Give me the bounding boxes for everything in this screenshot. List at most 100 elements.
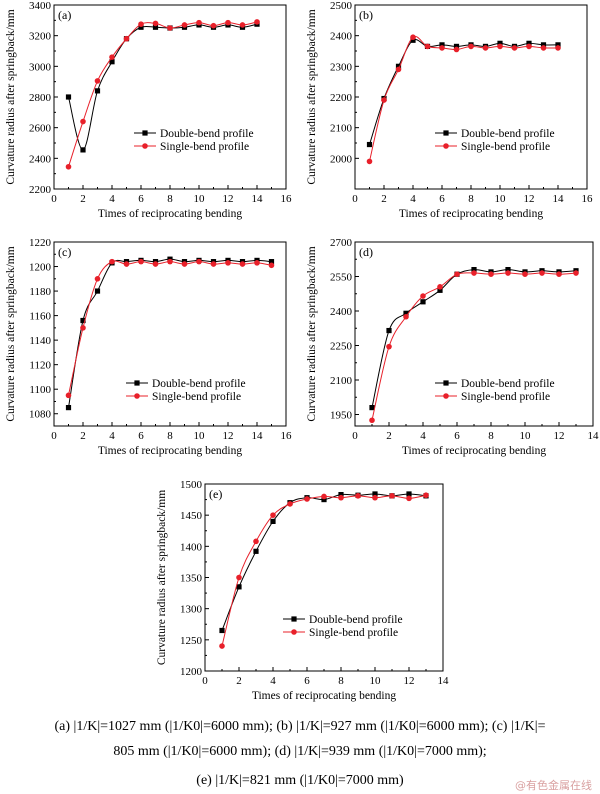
- data-point-single-bend: [505, 270, 511, 276]
- x-tick-label: 0: [51, 430, 57, 442]
- legend-marker-square: [443, 130, 449, 136]
- legend-label: Double-bend profile: [152, 378, 246, 390]
- x-tick-label: 4: [410, 193, 416, 205]
- x-tick-label: 6: [138, 193, 144, 205]
- y-axis-label: Curvature radius after springback/mm: [5, 9, 17, 184]
- y-tick-label: 3000: [29, 61, 52, 73]
- data-point-double-bend: [65, 405, 72, 411]
- x-tick-label: 6: [439, 193, 445, 205]
- data-point-single-bend: [321, 493, 327, 500]
- data-point-single-bend: [253, 538, 259, 545]
- x-tick-label: 6: [454, 430, 460, 442]
- y-tick-label: 1250: [180, 635, 203, 647]
- x-axis-label: Times of reciprocating bending: [252, 690, 397, 702]
- data-point-double-bend: [540, 42, 547, 48]
- data-point-single-bend: [381, 97, 387, 103]
- data-point-double-bend: [439, 42, 445, 48]
- legend-marker-square: [134, 380, 140, 386]
- series-line-double-bend: [221, 493, 427, 631]
- panel-label: (a): [58, 8, 71, 22]
- data-point-single-bend: [254, 260, 260, 266]
- data-point-double-bend: [505, 267, 511, 273]
- data-point-single-bend: [94, 276, 101, 282]
- plot-frame: [354, 4, 588, 190]
- y-tick-label: 2400: [29, 153, 52, 165]
- data-point-single-bend: [210, 22, 217, 29]
- data-point-double-bend: [94, 288, 101, 294]
- x-tick-label: 6: [304, 675, 310, 687]
- x-tick-label: 10: [194, 193, 206, 205]
- data-point-single-bend: [181, 22, 188, 28]
- y-axis-label: Curvature radius after springback/mm: [306, 9, 318, 184]
- x-tick-label: 2: [381, 193, 387, 205]
- data-point-single-bend: [369, 417, 375, 424]
- data-point-double-bend: [403, 310, 409, 316]
- x-tick-label: 10: [194, 430, 206, 442]
- data-point-double-bend: [526, 40, 532, 46]
- x-tick-label: 14: [252, 430, 264, 442]
- data-point-single-bend: [355, 493, 361, 499]
- data-point-single-bend: [406, 495, 412, 502]
- legend-marker-circle: [443, 393, 449, 399]
- caption-line-3: (e) |1/K|=821 mm (|1/K0|=7000 mm): [196, 773, 404, 788]
- data-point-single-bend: [65, 163, 72, 170]
- data-point-single-bend: [152, 20, 159, 27]
- data-point-double-bend: [453, 43, 460, 49]
- data-point-double-bend: [80, 147, 86, 153]
- data-point-single-bend: [109, 54, 115, 60]
- data-point-double-bend: [109, 59, 115, 65]
- y-tick-label: 2100: [330, 123, 353, 135]
- data-point-double-bend: [386, 327, 392, 334]
- y-tick-label: 2600: [29, 123, 52, 135]
- data-point-double-bend: [219, 627, 225, 634]
- y-tick-label: 1220: [29, 237, 52, 249]
- y-tick-label: 3200: [29, 31, 52, 43]
- x-tick-label: 14: [438, 675, 450, 687]
- data-point-single-bend: [511, 45, 518, 51]
- x-tick-label: 4: [420, 430, 426, 442]
- data-point-double-bend: [366, 141, 373, 148]
- y-tick-label: 1200: [180, 666, 203, 678]
- data-point-single-bend: [386, 343, 392, 350]
- x-tick-label: 14: [252, 193, 264, 205]
- x-tick-label: 2: [236, 675, 242, 687]
- data-point-single-bend: [424, 43, 431, 50]
- legend-label: Single-bend profile: [461, 391, 550, 403]
- data-point-single-bend: [152, 261, 159, 267]
- data-point-single-bend: [338, 494, 344, 501]
- panel-label: (e): [209, 487, 222, 501]
- data-point-single-bend: [94, 78, 101, 84]
- data-point-double-bend: [406, 491, 412, 497]
- data-point-double-bend: [152, 24, 159, 30]
- x-tick-label: 8: [167, 430, 173, 442]
- x-tick-label: 14: [588, 430, 600, 442]
- x-tick-label: 8: [468, 193, 474, 205]
- y-tick-label: 2000: [330, 153, 353, 165]
- data-point-single-bend: [65, 392, 72, 399]
- x-tick-label: 2: [386, 430, 392, 442]
- legend-label: Double-bend profile: [160, 128, 254, 140]
- data-point-single-bend: [526, 43, 532, 50]
- data-point-single-bend: [254, 19, 260, 25]
- chart-panel-1: 0 2 4 6 8 10 12 14 16 2200 2400 2600 2800 3000 3200 340…: [5, 0, 292, 220]
- data-point-single-bend: [410, 34, 416, 40]
- x-tick-label: 16: [281, 193, 293, 205]
- data-point-double-bend: [65, 94, 72, 100]
- data-point-single-bend: [439, 45, 445, 51]
- y-tick-label: 3400: [29, 0, 52, 12]
- panel-label: (b): [359, 8, 373, 22]
- data-point-single-bend: [80, 325, 86, 331]
- data-point-single-bend: [454, 271, 460, 278]
- data-point-double-bend: [253, 548, 259, 554]
- legend-marker-square: [443, 380, 449, 386]
- data-point-single-bend: [304, 496, 310, 502]
- legend-label: Double-bend profile: [461, 378, 555, 390]
- legend-label: Single-bend profile: [309, 627, 398, 639]
- legend-marker-square: [142, 130, 148, 136]
- data-point-double-bend: [321, 496, 327, 503]
- x-tick-label: 2: [80, 193, 86, 205]
- data-point-single-bend: [482, 45, 489, 51]
- data-point-double-bend: [395, 63, 402, 69]
- data-point-double-bend: [437, 287, 443, 293]
- data-point-single-bend: [453, 46, 460, 53]
